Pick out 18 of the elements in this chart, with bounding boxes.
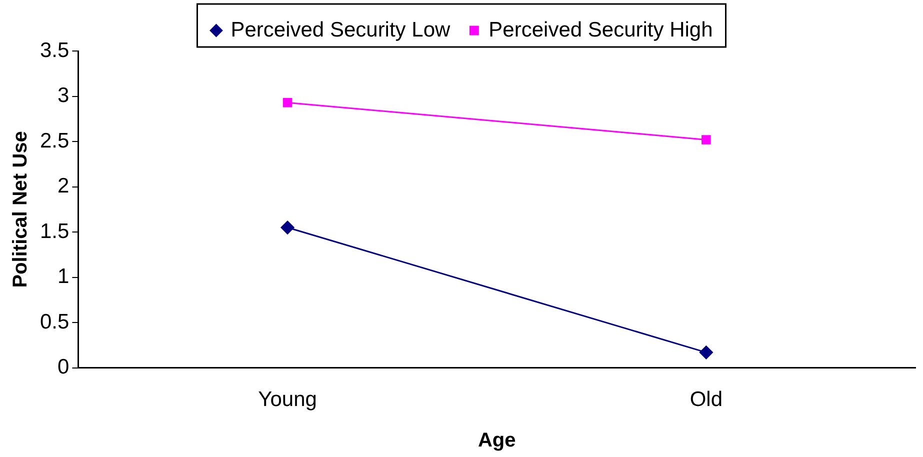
x-tick-label: Old bbox=[690, 388, 723, 412]
y-tick-label: 0.5 bbox=[40, 310, 70, 334]
point bbox=[282, 98, 292, 108]
point bbox=[702, 135, 711, 144]
point bbox=[280, 220, 294, 234]
x-tick-label: Young bbox=[258, 388, 317, 412]
y-tick-label: 0 bbox=[58, 356, 70, 379]
y-tick-label: 2.5 bbox=[40, 129, 70, 152]
legend-label: Perceived Security Low bbox=[230, 18, 451, 42]
y-tick-label: 1.5 bbox=[40, 220, 70, 243]
y-tick-label: 3 bbox=[58, 84, 70, 108]
point bbox=[699, 346, 713, 360]
y-tick-label: 3.5 bbox=[40, 38, 70, 62]
y-tick-label: 2 bbox=[58, 174, 70, 198]
legend-label: Perceived Security High bbox=[488, 18, 713, 42]
x-axis-title: Age bbox=[478, 430, 516, 452]
y-axis-title: Political Net Use bbox=[10, 131, 32, 288]
y-tick-label: 1 bbox=[58, 265, 70, 288]
